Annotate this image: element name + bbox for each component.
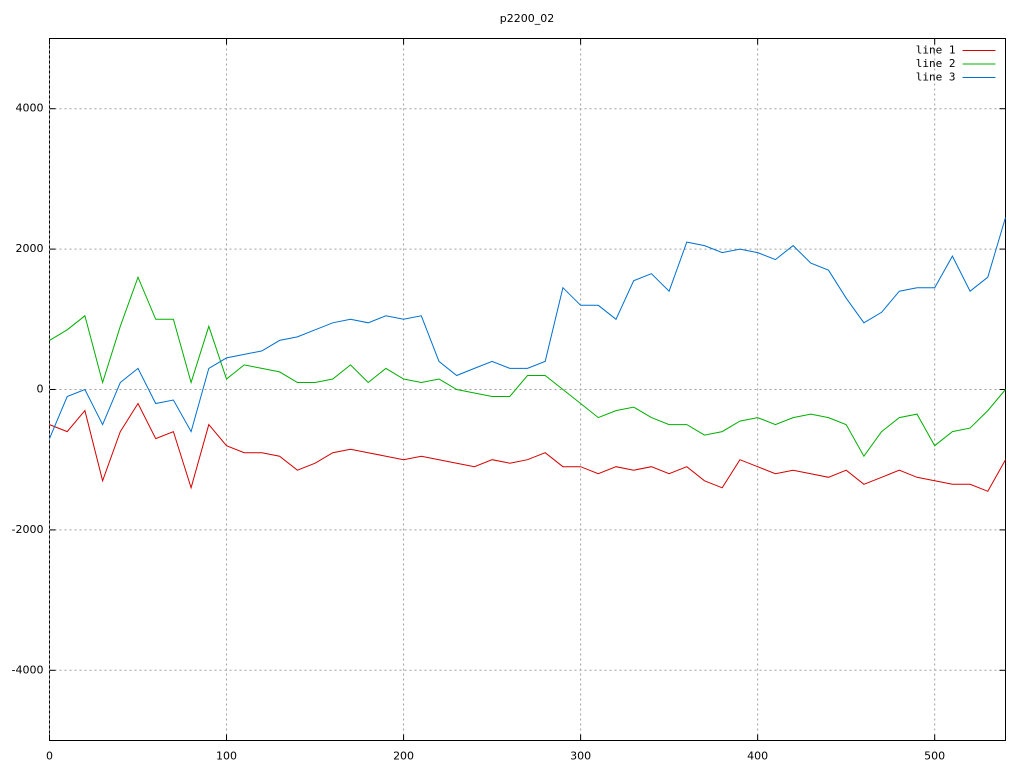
x-tick-label: 400 bbox=[747, 750, 768, 763]
chart-title: p2200_02 bbox=[500, 12, 554, 25]
plot-frame bbox=[49, 38, 1006, 741]
x-tick-label: 300 bbox=[570, 750, 591, 763]
y-tick-label: -4000 bbox=[12, 663, 44, 676]
x-tick-label: 200 bbox=[393, 750, 414, 763]
x-tick-label: 0 bbox=[46, 750, 53, 763]
line-series bbox=[49, 275, 1006, 458]
line-series bbox=[49, 402, 1006, 492]
legend-label: line 1 bbox=[916, 44, 956, 57]
legend-label: line 3 bbox=[916, 71, 956, 84]
y-tick-label: 0 bbox=[37, 383, 44, 396]
y-tick-label: 2000 bbox=[16, 242, 44, 255]
y-tick-label: 4000 bbox=[16, 102, 44, 115]
line-series bbox=[49, 217, 1006, 439]
y-tick-label: -2000 bbox=[12, 523, 44, 536]
x-tick-label: 500 bbox=[924, 750, 945, 763]
legend-label: line 2 bbox=[916, 57, 956, 70]
x-tick-label: 100 bbox=[216, 750, 237, 763]
